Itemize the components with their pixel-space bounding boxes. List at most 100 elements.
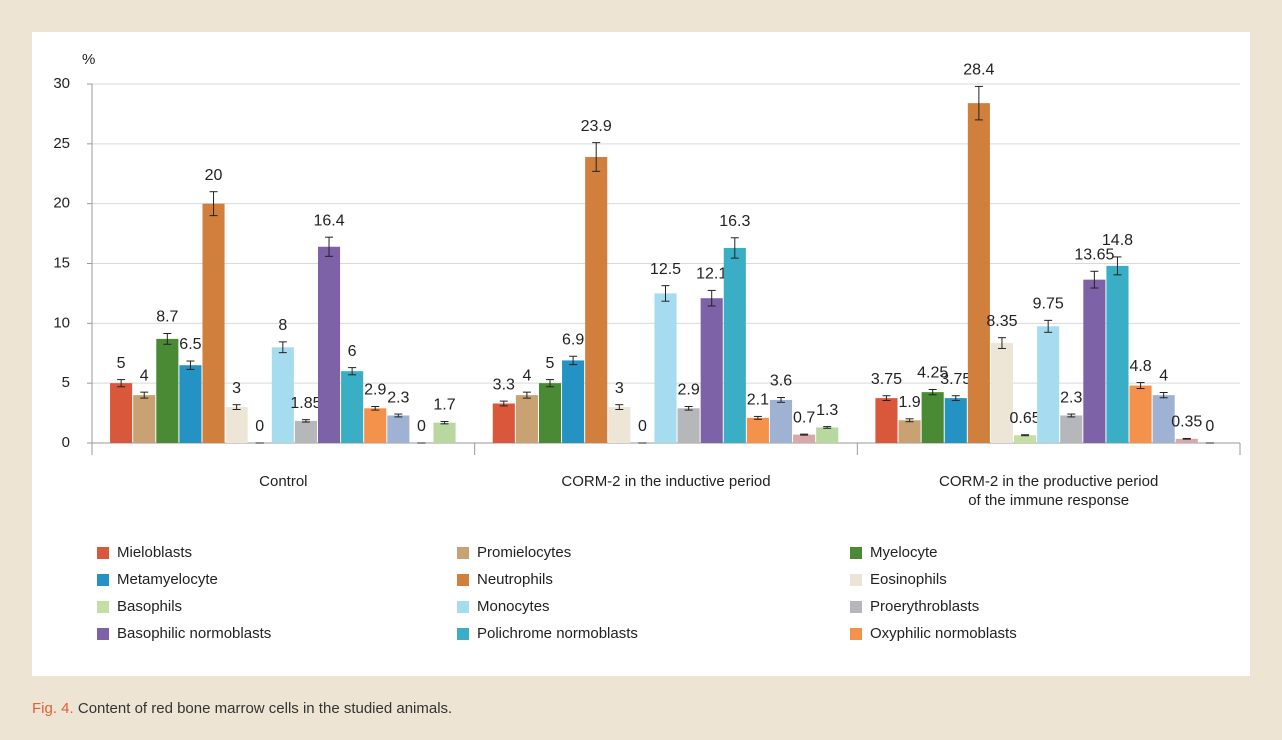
data-label: 1.3 xyxy=(816,402,838,419)
data-label: 6 xyxy=(348,343,357,360)
bar xyxy=(515,395,538,443)
y-tick-label: 20 xyxy=(53,195,70,212)
bar xyxy=(746,417,769,443)
data-label: 4 xyxy=(140,367,149,384)
data-label: 0 xyxy=(255,418,264,435)
data-label: 0.65 xyxy=(1009,410,1040,427)
legend-label: Monocytes xyxy=(477,598,550,615)
data-label: 12.5 xyxy=(650,261,681,278)
data-label: 20 xyxy=(205,167,223,184)
data-label: 14.8 xyxy=(1102,232,1133,249)
data-label: 3.3 xyxy=(493,376,515,393)
bar xyxy=(317,246,341,443)
legend-label: Metamyelocyte xyxy=(117,571,218,588)
caption: Fig. 4. Content of red bone marrow cells… xyxy=(32,700,452,717)
bar xyxy=(1060,415,1083,443)
bar xyxy=(156,338,179,443)
legend-swatch xyxy=(850,628,862,640)
data-label: 4 xyxy=(1159,368,1168,385)
bar xyxy=(967,103,990,443)
data-label: 8 xyxy=(278,317,287,334)
data-label: 3.75 xyxy=(871,371,902,388)
data-label: 2.9 xyxy=(677,382,699,399)
bar xyxy=(133,395,156,443)
bar xyxy=(341,371,364,443)
data-label: 2.1 xyxy=(747,392,769,409)
legend-label: Proerythroblasts xyxy=(870,598,979,615)
legend-label: Basophilic normoblasts xyxy=(117,625,271,642)
bar xyxy=(585,156,608,443)
bar xyxy=(769,399,793,443)
bar xyxy=(723,247,746,443)
bar xyxy=(364,408,387,443)
legend-swatch xyxy=(97,628,109,640)
bar xyxy=(1152,395,1175,443)
legend-swatch xyxy=(850,601,862,613)
bar xyxy=(1129,385,1152,443)
y-tick-label: 30 xyxy=(53,75,70,92)
y-tick-label: 25 xyxy=(53,135,70,152)
bar xyxy=(538,383,562,443)
bar xyxy=(1106,265,1129,443)
data-label: 13.65 xyxy=(1074,246,1114,263)
data-label: 4.25 xyxy=(917,365,948,382)
legend-swatch xyxy=(457,628,469,640)
data-label: 8.7 xyxy=(156,309,178,326)
data-label: 16.4 xyxy=(313,212,344,229)
y-tick-label: 0 xyxy=(62,434,70,451)
bar xyxy=(1175,438,1198,443)
bar xyxy=(202,203,225,443)
y-axis-label: % xyxy=(82,51,95,68)
data-label: 3.6 xyxy=(770,373,792,390)
data-label: 5 xyxy=(546,355,555,372)
bar xyxy=(1037,326,1060,443)
y-tick-label: 10 xyxy=(53,314,70,331)
data-label: 23.9 xyxy=(581,118,612,135)
data-label: 28.4 xyxy=(963,62,994,79)
legend-label: Eosinophils xyxy=(870,571,947,588)
bar xyxy=(433,422,456,443)
caption-text: Content of red bone marrow cells in the … xyxy=(77,700,453,717)
bar xyxy=(1083,279,1106,443)
bar xyxy=(677,408,700,443)
x-tick-label: CORM-2 in the inductive period xyxy=(561,473,771,490)
data-label: 12.1 xyxy=(696,266,727,283)
data-label: 3.75 xyxy=(940,371,971,388)
bar xyxy=(294,420,317,443)
data-label: 0 xyxy=(1205,418,1214,435)
data-label: 1.85 xyxy=(290,395,321,412)
legend-label: Myelocyte xyxy=(870,544,938,561)
data-label: 4 xyxy=(522,367,531,384)
legend-label: Neutrophils xyxy=(477,571,553,588)
legend-label: Polichrome normoblasts xyxy=(477,625,638,642)
legend-swatch xyxy=(457,574,469,586)
bar xyxy=(608,407,631,443)
data-label: 0 xyxy=(638,418,647,435)
bar xyxy=(875,398,898,443)
bar xyxy=(271,347,294,443)
legend-label: Oxyphilic normoblasts xyxy=(870,625,1017,642)
legend-label: Promielocytes xyxy=(477,544,571,561)
y-tick-label: 15 xyxy=(53,254,70,271)
bar xyxy=(700,298,723,443)
data-label: 2.3 xyxy=(387,389,409,406)
legend-label: Mieloblasts xyxy=(117,544,192,561)
x-tick-label: CORM-2 in the productive period of the i… xyxy=(939,473,1159,509)
data-label: 9.75 xyxy=(1033,296,1064,313)
legend-swatch xyxy=(850,574,862,586)
caption-label: Fig. 4. xyxy=(32,700,74,717)
bar xyxy=(492,403,515,443)
bar xyxy=(179,365,202,443)
bar xyxy=(816,427,839,443)
data-label: 2.9 xyxy=(364,382,386,399)
bar xyxy=(921,392,944,443)
data-label: 1.7 xyxy=(433,397,455,414)
bar xyxy=(562,360,585,443)
bar xyxy=(793,434,816,443)
bar xyxy=(225,407,248,443)
legend-swatch xyxy=(457,601,469,613)
data-label: 16.3 xyxy=(719,213,750,230)
bar xyxy=(1014,435,1037,443)
legend-label: Basophils xyxy=(117,598,182,615)
bar xyxy=(110,383,133,443)
